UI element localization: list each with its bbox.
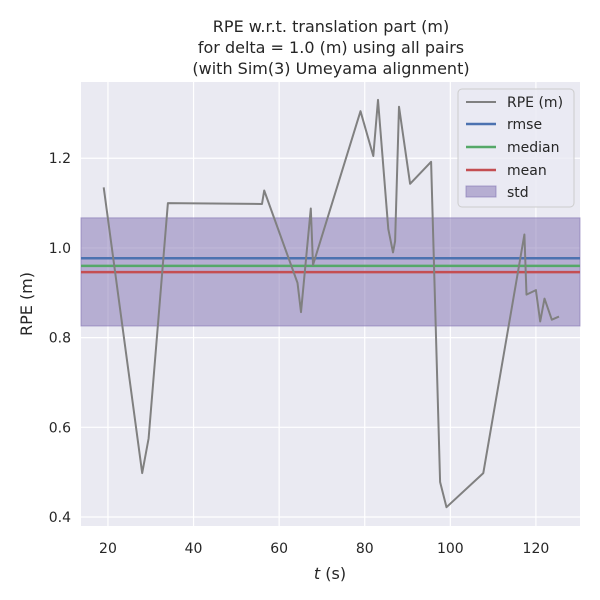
chart-title-line-1: RPE w.r.t. translation part (m) <box>213 17 449 36</box>
legend: RPE (m) rmse median mean std <box>457 88 575 208</box>
legend-rmse-label: rmse <box>507 117 542 133</box>
y-axis-label: RPE (m) <box>17 272 36 336</box>
chart-title-line-3: (with Sim(3) Umeyama alignment) <box>192 59 469 78</box>
x-axis-label: t (s) <box>314 564 346 583</box>
x-tick-label: 20 <box>99 541 117 557</box>
y-tick-label: 0.8 <box>49 331 71 347</box>
legend-std-label: std <box>507 185 529 201</box>
x-tick-label: 80 <box>356 541 374 557</box>
x-tick-label: 100 <box>437 541 464 557</box>
legend-box <box>457 88 575 208</box>
y-tick-label: 1.2 <box>49 151 71 167</box>
legend-std-swatch <box>465 185 497 198</box>
legend-rpe-label: RPE (m) <box>507 95 563 111</box>
x-tick-label: 40 <box>185 541 203 557</box>
legend-mean-label: mean <box>507 163 547 179</box>
x-axis-ticks: 20 40 60 80 100 120 <box>99 541 549 557</box>
y-tick-label: 0.4 <box>49 510 71 526</box>
x-axis-label-unit: (s) <box>320 564 346 583</box>
y-axis-ticks: 0.4 0.6 0.8 1.0 1.2 <box>49 151 71 526</box>
x-tick-label: 120 <box>523 541 550 557</box>
x-axis-label-var: t <box>314 564 321 583</box>
y-tick-label: 1.0 <box>49 241 71 257</box>
chart-title: RPE w.r.t. translation part (m) for delt… <box>192 17 469 78</box>
legend-median-label: median <box>507 140 559 156</box>
y-tick-label: 0.6 <box>49 420 71 436</box>
x-tick-label: 60 <box>270 541 288 557</box>
rpe-series-line <box>102 98 560 509</box>
chart-title-line-2: for delta = 1.0 (m) using all pairs <box>198 38 464 57</box>
